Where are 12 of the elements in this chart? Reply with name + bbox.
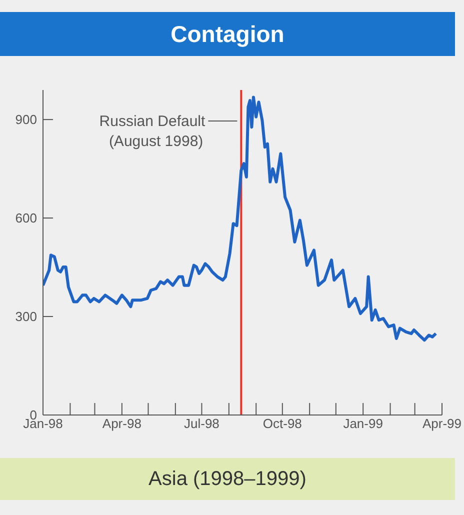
- x-tick-label: Oct-98: [262, 416, 302, 432]
- chart-title: Contagion: [170, 20, 284, 48]
- line-series: [43, 96, 438, 342]
- x-tick-label: Jul-98: [184, 416, 220, 432]
- y-tick-label: 300: [15, 309, 37, 324]
- x-tick-label: Jan-99: [343, 416, 383, 432]
- y-tick-label: 900: [15, 112, 37, 128]
- text: Asia (1998–1999): [148, 468, 306, 490]
- y-tick-label: 600: [15, 210, 37, 226]
- x-tick-label: Apr-99: [422, 416, 462, 432]
- x-tick-label: Apr-98: [102, 416, 142, 432]
- ref-line-label: Russian Default (August 1998): [99, 113, 206, 150]
